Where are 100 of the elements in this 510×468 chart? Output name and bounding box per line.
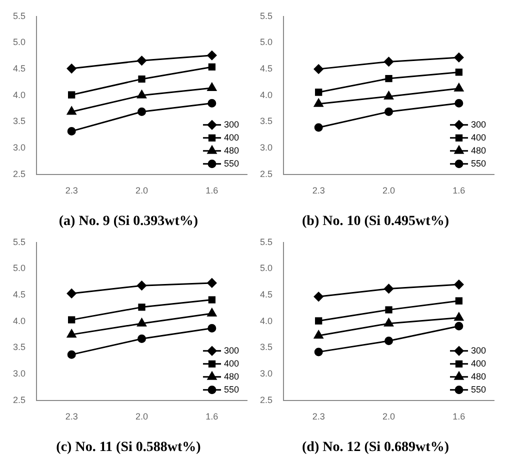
y-tick-label: 4.5 bbox=[260, 290, 273, 300]
legend-label: 300 bbox=[224, 119, 240, 130]
point bbox=[454, 322, 464, 330]
legend-label: 480 bbox=[224, 145, 240, 156]
x-tick-label: 2.0 bbox=[136, 411, 148, 422]
point bbox=[454, 52, 464, 62]
legend-label: 550 bbox=[224, 158, 240, 168]
x-tick-label: 2.3 bbox=[312, 185, 325, 196]
y-tick-label: 5.5 bbox=[12, 236, 26, 247]
point bbox=[455, 297, 462, 304]
point bbox=[314, 123, 323, 132]
y-tick-label: 5.0 bbox=[12, 37, 26, 48]
y-tick-label: 3.0 bbox=[260, 368, 273, 379]
y-tick-label: 4.0 bbox=[12, 316, 26, 326]
point bbox=[207, 308, 217, 316]
y-tick-label: 5.0 bbox=[260, 37, 273, 48]
legend-label: 480 bbox=[224, 371, 240, 382]
y-tick-label: 2.5 bbox=[260, 394, 273, 405]
y-tick-label: 3.0 bbox=[260, 142, 273, 153]
point bbox=[315, 88, 322, 96]
text: (c) No. 11 (Si 0.588wt%) bbox=[56, 440, 202, 456]
point bbox=[384, 336, 394, 346]
x-tick-label: 1.6 bbox=[206, 411, 218, 422]
legend-label: 400 bbox=[224, 132, 240, 142]
point bbox=[138, 107, 146, 116]
y-tick-label: 3.5 bbox=[12, 342, 26, 352]
point bbox=[66, 106, 76, 115]
y-tick-label: 4.5 bbox=[260, 64, 273, 74]
y-tick-label: 4.5 bbox=[12, 64, 26, 74]
point bbox=[384, 107, 394, 116]
point bbox=[138, 75, 146, 83]
point bbox=[208, 63, 216, 71]
point bbox=[66, 288, 76, 298]
legend-label: 300 bbox=[471, 345, 486, 356]
point bbox=[384, 318, 394, 327]
x-tick-label: 2.0 bbox=[382, 185, 396, 196]
point bbox=[314, 64, 324, 74]
point bbox=[207, 278, 217, 288]
point bbox=[314, 98, 324, 107]
point bbox=[384, 91, 394, 100]
point bbox=[314, 292, 324, 302]
point bbox=[385, 74, 392, 82]
y-tick-label: 4.0 bbox=[260, 316, 273, 326]
point bbox=[138, 334, 146, 344]
y-tick-label: 2.5 bbox=[260, 168, 273, 179]
x-tick-label: 1.6 bbox=[452, 411, 466, 422]
point bbox=[66, 329, 76, 338]
legend-label: 480 bbox=[471, 145, 486, 156]
y-tick-label: 4.0 bbox=[260, 90, 273, 100]
text: (b) No. 10 (Si 0.495wt%) bbox=[302, 214, 450, 230]
y-tick-label: 3.0 bbox=[12, 368, 26, 379]
point bbox=[454, 83, 464, 92]
legend-label: 480 bbox=[471, 371, 486, 382]
point bbox=[67, 350, 76, 359]
point bbox=[314, 330, 324, 339]
y-tick-label: 2.5 bbox=[12, 394, 26, 405]
point bbox=[314, 348, 323, 356]
point bbox=[67, 126, 76, 136]
legend-label: 400 bbox=[471, 132, 486, 142]
point bbox=[385, 306, 392, 314]
x-tick-label: 2.0 bbox=[382, 411, 396, 422]
legend-label: 550 bbox=[471, 158, 486, 168]
point bbox=[66, 64, 76, 74]
y-tick-label: 5.5 bbox=[260, 10, 273, 21]
point bbox=[137, 56, 147, 66]
y-tick-label: 5.0 bbox=[260, 263, 273, 274]
x-tick-label: 1.6 bbox=[206, 185, 218, 196]
point bbox=[208, 296, 216, 304]
point bbox=[207, 82, 217, 92]
x-tick-label: 2.3 bbox=[312, 411, 325, 422]
point bbox=[207, 50, 217, 60]
x-tick-label: 2.3 bbox=[65, 185, 78, 196]
y-tick-label: 3.5 bbox=[12, 116, 26, 126]
point bbox=[315, 317, 322, 324]
legend-label: 300 bbox=[471, 119, 486, 130]
point bbox=[208, 99, 216, 108]
legend-label: 550 bbox=[471, 384, 486, 394]
y-tick-label: 3.5 bbox=[260, 116, 273, 126]
text: (a) No. 9 (Si 0.393wt%) bbox=[58, 214, 198, 230]
legend-label: 300 bbox=[224, 345, 240, 356]
x-tick-label: 2.0 bbox=[136, 185, 148, 196]
point bbox=[454, 280, 464, 290]
text: (d) No. 12 (Si 0.689wt%) bbox=[302, 440, 450, 456]
y-tick-label: 2.5 bbox=[12, 168, 26, 179]
y-tick-label: 5.5 bbox=[12, 10, 26, 21]
point bbox=[137, 280, 147, 290]
legend-label: 400 bbox=[471, 358, 486, 368]
y-tick-label: 3.5 bbox=[260, 342, 273, 352]
legend-label: 550 bbox=[224, 384, 240, 394]
point bbox=[137, 90, 146, 98]
y-tick-label: 5.0 bbox=[12, 263, 26, 274]
x-tick-label: 2.3 bbox=[65, 411, 78, 422]
point bbox=[384, 56, 394, 66]
y-tick-label: 5.5 bbox=[260, 236, 273, 247]
y-tick-label: 4.0 bbox=[12, 90, 26, 100]
legend-label: 400 bbox=[224, 358, 240, 368]
point bbox=[208, 324, 216, 332]
x-tick-label: 1.6 bbox=[452, 185, 466, 196]
point bbox=[68, 91, 76, 98]
y-tick-label: 3.0 bbox=[12, 142, 26, 153]
